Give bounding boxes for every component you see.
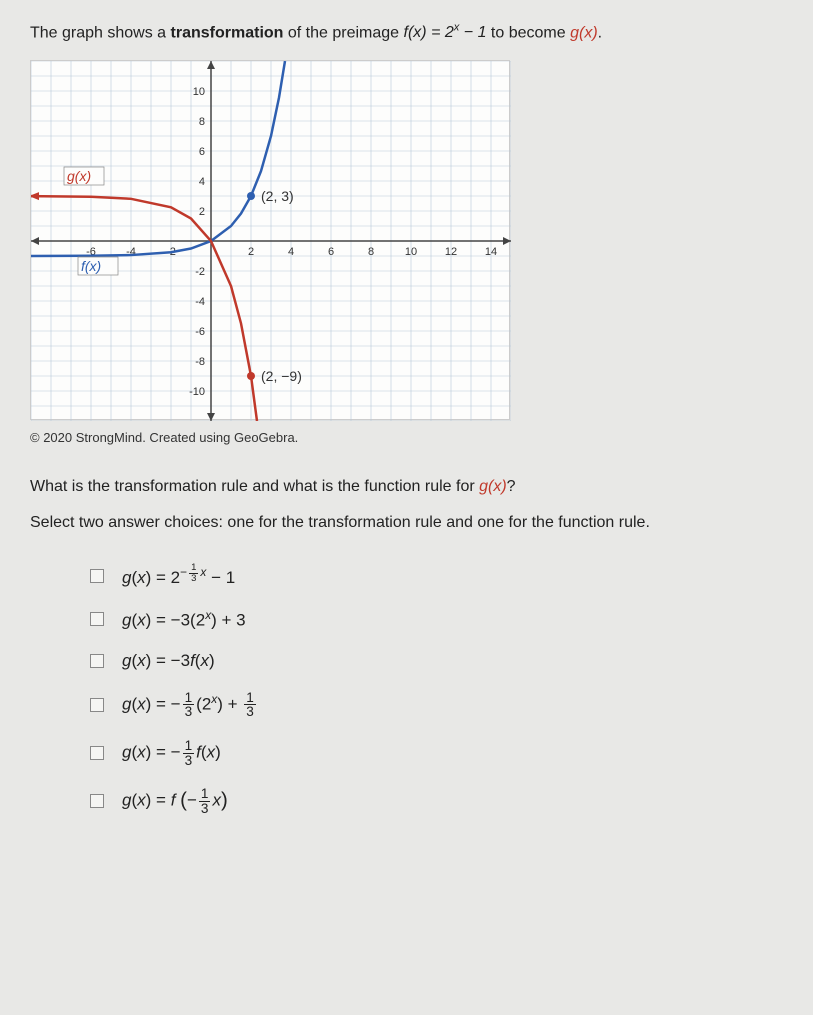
choice-a[interactable]: g(x) = 2−13x − 1 xyxy=(90,563,783,588)
prompt-mid: of the preimage xyxy=(283,24,403,41)
svg-text:g(x): g(x) xyxy=(67,168,91,184)
svg-text:-10: -10 xyxy=(189,386,205,398)
svg-text:-6: -6 xyxy=(195,326,205,338)
svg-text:-8: -8 xyxy=(195,356,205,368)
choice-label-b: g(x) = −3(2x) + 3 xyxy=(122,608,246,631)
checkbox-c[interactable] xyxy=(90,654,104,668)
choice-d[interactable]: g(x) = −13(2x) + 13 xyxy=(90,691,783,719)
svg-text:2: 2 xyxy=(199,206,205,218)
prompt-bold: transformation xyxy=(171,24,284,41)
choice-c[interactable]: g(x) = −3f(x) xyxy=(90,651,783,671)
choice-label-d: g(x) = −13(2x) + 13 xyxy=(122,691,258,719)
checkbox-f[interactable] xyxy=(90,794,104,808)
choice-label-e: g(x) = −13f(x) xyxy=(122,739,221,767)
svg-text:14: 14 xyxy=(485,246,497,258)
svg-text:(2, −9): (2, −9) xyxy=(261,368,302,384)
prompt-pre: The graph shows a xyxy=(30,24,171,41)
copyright-text: © 2020 StrongMind. Created using GeoGebr… xyxy=(30,430,783,445)
checkbox-d[interactable] xyxy=(90,698,104,712)
prompt-gx: g(x) xyxy=(570,24,598,41)
checkbox-a[interactable] xyxy=(90,569,104,583)
graph: -6-4-22468101214-10-8-6-4-2246810(2, 3)(… xyxy=(30,60,510,420)
choice-f[interactable]: g(x) = f (−13x) xyxy=(90,787,783,815)
instruction-text: Select two answer choices: one for the t… xyxy=(30,511,783,535)
svg-text:-4: -4 xyxy=(195,296,205,308)
prompt-fx: f(x) = 2x − 1 xyxy=(404,24,487,41)
choice-label-f: g(x) = f (−13x) xyxy=(122,787,228,815)
svg-text:10: 10 xyxy=(405,246,417,258)
question-gx: g(x) xyxy=(479,478,507,495)
svg-text:6: 6 xyxy=(199,146,205,158)
svg-text:2: 2 xyxy=(248,246,254,258)
choice-e[interactable]: g(x) = −13f(x) xyxy=(90,739,783,767)
svg-text:4: 4 xyxy=(288,246,294,258)
question-text: What is the transformation rule and what… xyxy=(30,475,783,499)
svg-text:-2: -2 xyxy=(195,266,205,278)
svg-text:4: 4 xyxy=(199,176,205,188)
svg-text:6: 6 xyxy=(328,246,334,258)
problem-prompt: The graph shows a transformation of the … xyxy=(30,20,783,45)
checkbox-e[interactable] xyxy=(90,746,104,760)
svg-text:8: 8 xyxy=(199,116,205,128)
choice-b[interactable]: g(x) = −3(2x) + 3 xyxy=(90,608,783,631)
choice-label-c: g(x) = −3f(x) xyxy=(122,651,215,671)
answer-choices: g(x) = 2−13x − 1 g(x) = −3(2x) + 3 g(x) = … xyxy=(30,563,783,815)
svg-text:(2, 3): (2, 3) xyxy=(261,188,294,204)
choice-label-a: g(x) = 2−13x − 1 xyxy=(122,563,235,588)
svg-text:10: 10 xyxy=(193,86,205,98)
svg-text:8: 8 xyxy=(368,246,374,258)
svg-text:f(x): f(x) xyxy=(81,258,101,274)
prompt-become: to become xyxy=(486,24,570,41)
checkbox-b[interactable] xyxy=(90,612,104,626)
svg-text:12: 12 xyxy=(445,246,457,258)
